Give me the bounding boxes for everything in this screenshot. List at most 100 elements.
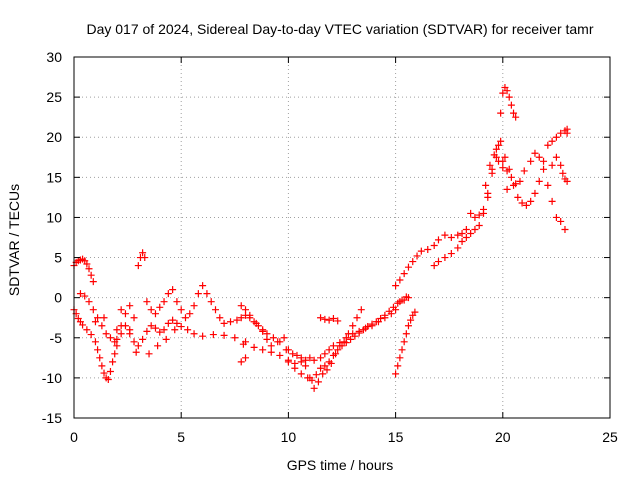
- data-point: [557, 129, 565, 137]
- data-point: [522, 201, 530, 209]
- data-point: [156, 328, 164, 336]
- data-point: [186, 310, 194, 318]
- data-point: [471, 213, 479, 221]
- data-point: [527, 157, 535, 165]
- data-point: [497, 137, 505, 145]
- data-point: [557, 217, 565, 225]
- data-point: [276, 338, 284, 346]
- y-tick-label: 5: [54, 250, 62, 266]
- data-point: [246, 311, 254, 319]
- y-tick-label: 0: [54, 290, 62, 306]
- data-point: [559, 169, 567, 177]
- data-point: [368, 322, 376, 330]
- data-point: [321, 350, 329, 358]
- data-point: [392, 306, 400, 314]
- y-tick-label: 30: [46, 49, 62, 65]
- data-point: [462, 234, 470, 241]
- data-point: [514, 193, 522, 201]
- data-point: [83, 326, 91, 334]
- data-point: [121, 310, 129, 318]
- data-point: [169, 316, 177, 324]
- data-point: [323, 366, 331, 374]
- data-point: [332, 350, 340, 358]
- data-point: [220, 331, 228, 339]
- data-point: [160, 298, 168, 306]
- data-point: [181, 314, 189, 322]
- data-point: [409, 258, 417, 266]
- data-point: [310, 384, 318, 392]
- data-point: [94, 314, 102, 322]
- data-point: [169, 286, 177, 294]
- data-point: [342, 334, 350, 342]
- data-point: [280, 334, 288, 342]
- data-point: [334, 317, 342, 325]
- data-point: [151, 310, 159, 318]
- data-point: [130, 338, 138, 346]
- data-point: [162, 335, 170, 343]
- data-point: [269, 334, 277, 342]
- data-point: [145, 350, 153, 358]
- data-point: [471, 225, 479, 233]
- data-point: [349, 330, 357, 338]
- data-point: [130, 314, 138, 322]
- data-point: [475, 221, 483, 229]
- data-point: [329, 342, 337, 350]
- data-point: [259, 326, 267, 334]
- data-point: [207, 298, 215, 306]
- data-point: [117, 306, 125, 314]
- data-point: [126, 302, 134, 310]
- data-point: [242, 354, 250, 362]
- data-point: [458, 238, 466, 246]
- data-point: [548, 137, 556, 145]
- data-point: [503, 167, 511, 175]
- data-point: [411, 308, 419, 316]
- data-point: [143, 327, 151, 335]
- data-point: [139, 335, 147, 343]
- data-point: [398, 346, 406, 354]
- data-point: [117, 322, 125, 330]
- data-point: [111, 350, 119, 358]
- data-point: [552, 133, 560, 141]
- data-point: [441, 254, 449, 262]
- data-point: [147, 322, 155, 330]
- data-point: [106, 367, 114, 375]
- data-point: [177, 306, 185, 314]
- data-point: [293, 351, 301, 359]
- data-point: [102, 330, 110, 338]
- data-point: [454, 231, 462, 239]
- data-point: [510, 109, 518, 117]
- data-point: [396, 276, 404, 284]
- data-point: [548, 197, 556, 205]
- data-point: [563, 177, 571, 185]
- data-point: [387, 310, 395, 318]
- data-point: [329, 315, 337, 323]
- y-tick-label: 10: [46, 209, 62, 225]
- data-point: [518, 199, 526, 207]
- data-point: [171, 326, 179, 334]
- data-point: [216, 314, 224, 322]
- x-tick-label: 15: [388, 429, 404, 445]
- data-point: [297, 358, 305, 366]
- data-point: [141, 254, 149, 262]
- data-point: [396, 354, 404, 362]
- data-point: [407, 316, 415, 324]
- y-tick-label: -15: [42, 410, 62, 426]
- data-point: [113, 342, 121, 350]
- series-track-c: [91, 294, 412, 367]
- data-point: [557, 161, 565, 169]
- data-point: [392, 282, 400, 290]
- data-point: [404, 294, 412, 302]
- data-point: [310, 356, 318, 364]
- data-point: [242, 306, 250, 314]
- data-point: [531, 189, 539, 197]
- data-point: [284, 356, 292, 364]
- data-points: [70, 83, 571, 392]
- data-point: [98, 322, 106, 330]
- data-point: [317, 354, 325, 362]
- data-point: [212, 306, 220, 314]
- x-tick-label: 10: [281, 429, 297, 445]
- data-point: [164, 290, 172, 298]
- data-point: [302, 356, 310, 364]
- data-point: [424, 246, 432, 254]
- data-point: [282, 346, 290, 354]
